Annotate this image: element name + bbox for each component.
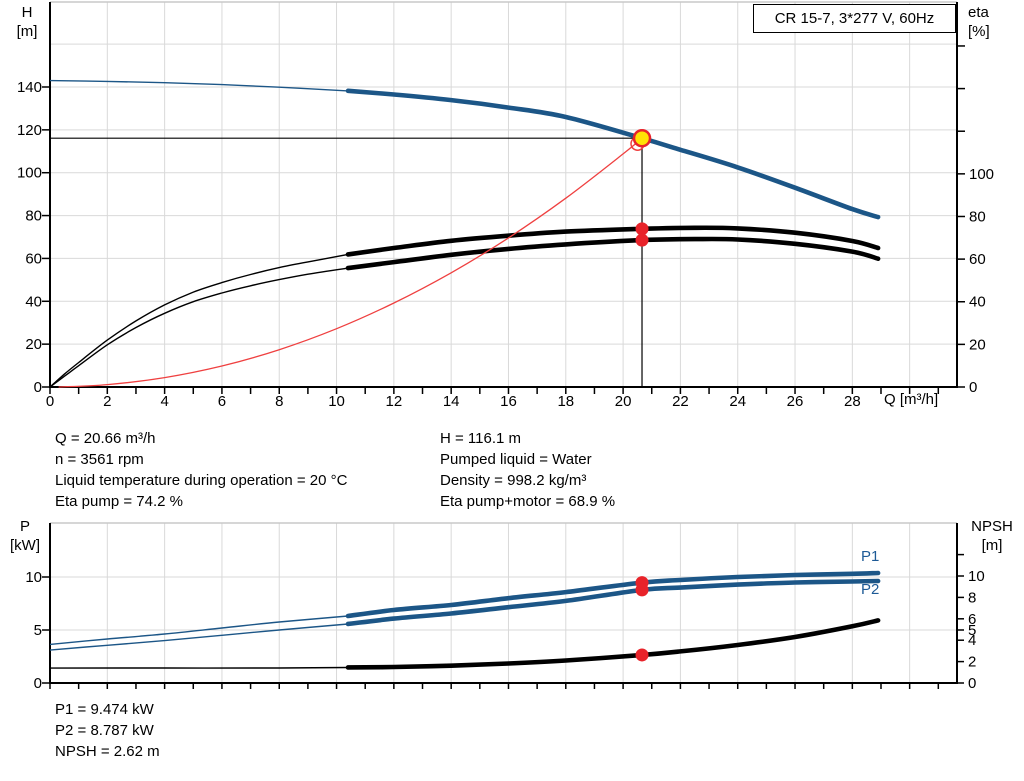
svg-text:16: 16 (500, 393, 517, 410)
pump-head-curve (49, 79, 881, 220)
svg-text:20: 20 (969, 336, 986, 353)
info-line-p1: P1 = 9.474 kW (55, 701, 154, 718)
svg-text:8: 8 (275, 393, 283, 410)
info-line-p2: P2 = 8.787 kW (55, 722, 154, 739)
pump-title-box: CR 15-7, 3*277 V, 60Hz (753, 4, 956, 33)
top-chart-ticks (42, 45, 965, 394)
p-axis-unit: [kW] (10, 537, 40, 554)
top-chart-markers (630, 128, 652, 247)
svg-text:5: 5 (968, 622, 976, 639)
p-axis-label: P [kW] (2, 517, 48, 555)
svg-text:80: 80 (969, 208, 986, 225)
svg-text:6: 6 (968, 611, 976, 628)
svg-text:14: 14 (443, 393, 460, 410)
eta-duty-dot (635, 233, 649, 247)
svg-text:100: 100 (969, 166, 994, 183)
bottom-chart-frame (49, 523, 958, 684)
info-line-npsh: NPSH = 2.62 m (55, 743, 160, 760)
info-line-liquid: Pumped liquid = Water (440, 451, 592, 468)
p-axis-name: P (19, 518, 30, 535)
duty-crosshair (50, 137, 643, 387)
svg-text:4: 4 (160, 393, 168, 410)
svg-text:0: 0 (46, 393, 54, 410)
svg-text:0: 0 (969, 379, 977, 396)
svg-text:8: 8 (968, 589, 976, 606)
eta-axis-label: eta [%] (964, 3, 1010, 41)
svg-text:10: 10 (328, 393, 345, 410)
p1-curve-label: P1 (861, 548, 880, 565)
npsh-axis-name: NPSH (971, 518, 1013, 535)
svg-text:26: 26 (787, 393, 804, 410)
top-chart-frame (49, 2, 958, 388)
power-info: P1 = 9.474 kW P2 = 8.787 kW NPSH = 2.62 … (55, 699, 160, 762)
h-axis-name: H (21, 4, 33, 21)
svg-text:20: 20 (25, 336, 42, 353)
svg-text:10: 10 (25, 569, 42, 586)
info-line-eta-total: Eta pump+motor = 68.9 % (440, 493, 616, 510)
system-curve (58, 137, 643, 388)
svg-text:0: 0 (34, 675, 42, 692)
svg-text:120: 120 (17, 122, 42, 139)
svg-text:40: 40 (969, 294, 986, 311)
svg-text:40: 40 (25, 293, 42, 310)
svg-text:5: 5 (34, 622, 42, 639)
eta-axis-unit: [%] (968, 23, 990, 40)
svg-text:28: 28 (844, 393, 861, 410)
svg-text:12: 12 (386, 393, 403, 410)
svg-text:22: 22 (672, 393, 689, 410)
svg-text:20: 20 (615, 393, 632, 410)
p2-curve (49, 578, 881, 651)
eta-axis-name: eta (968, 4, 989, 21)
bottom-chart-ticks (42, 553, 964, 689)
info-line-density: Density = 998.2 kg/m³ (440, 472, 587, 489)
svg-text:0: 0 (34, 379, 42, 396)
svg-text:100: 100 (17, 165, 42, 182)
svg-text:10: 10 (968, 568, 985, 585)
info-line-temperature: Liquid temperature during operation = 20… (55, 472, 348, 489)
duty-info-left: Q = 20.66 m³/h n = 3561 rpm Liquid tempe… (55, 428, 347, 512)
svg-text:2: 2 (103, 393, 111, 410)
svg-text:140: 140 (17, 79, 42, 96)
duty-info-right: H = 116.1 m Pumped liquid = Water Densit… (440, 428, 615, 512)
h-axis-unit: [m] (16, 23, 38, 40)
svg-text:60: 60 (969, 251, 986, 268)
bottom-chart-markers (635, 576, 649, 662)
eta-duty-dot (635, 222, 649, 236)
svg-text:24: 24 (729, 393, 746, 410)
bottom-chart-grid (50, 522, 957, 683)
npsh-curve (49, 618, 881, 670)
npsh-axis-label: NPSH [m] (963, 517, 1021, 555)
svg-text:6: 6 (218, 393, 226, 410)
svg-text:0: 0 (968, 675, 976, 692)
info-line-speed: n = 3561 rpm (55, 451, 144, 468)
svg-text:60: 60 (25, 250, 42, 267)
npsh-duty-dot (635, 648, 649, 662)
info-line-h: H = 116.1 m (440, 430, 522, 447)
q-axis-title: Q [m³/h] (884, 391, 939, 408)
top-chart-grid (50, 1, 957, 387)
eta-pump-motor-curve (49, 236, 881, 388)
p2-curve-label: P2 (861, 581, 880, 598)
info-line-eta-pump: Eta pump = 74.2 % (55, 493, 183, 510)
svg-text:18: 18 (557, 393, 574, 410)
svg-text:4: 4 (968, 632, 976, 649)
h-axis-label: H [m] (6, 3, 48, 41)
power-duty-dot (635, 583, 649, 597)
duty-point[interactable] (632, 128, 652, 148)
svg-text:2: 2 (968, 654, 976, 671)
svg-text:80: 80 (25, 208, 42, 225)
info-line-q: Q = 20.66 m³/h (55, 430, 156, 447)
npsh-axis-unit: [m] (981, 537, 1003, 554)
